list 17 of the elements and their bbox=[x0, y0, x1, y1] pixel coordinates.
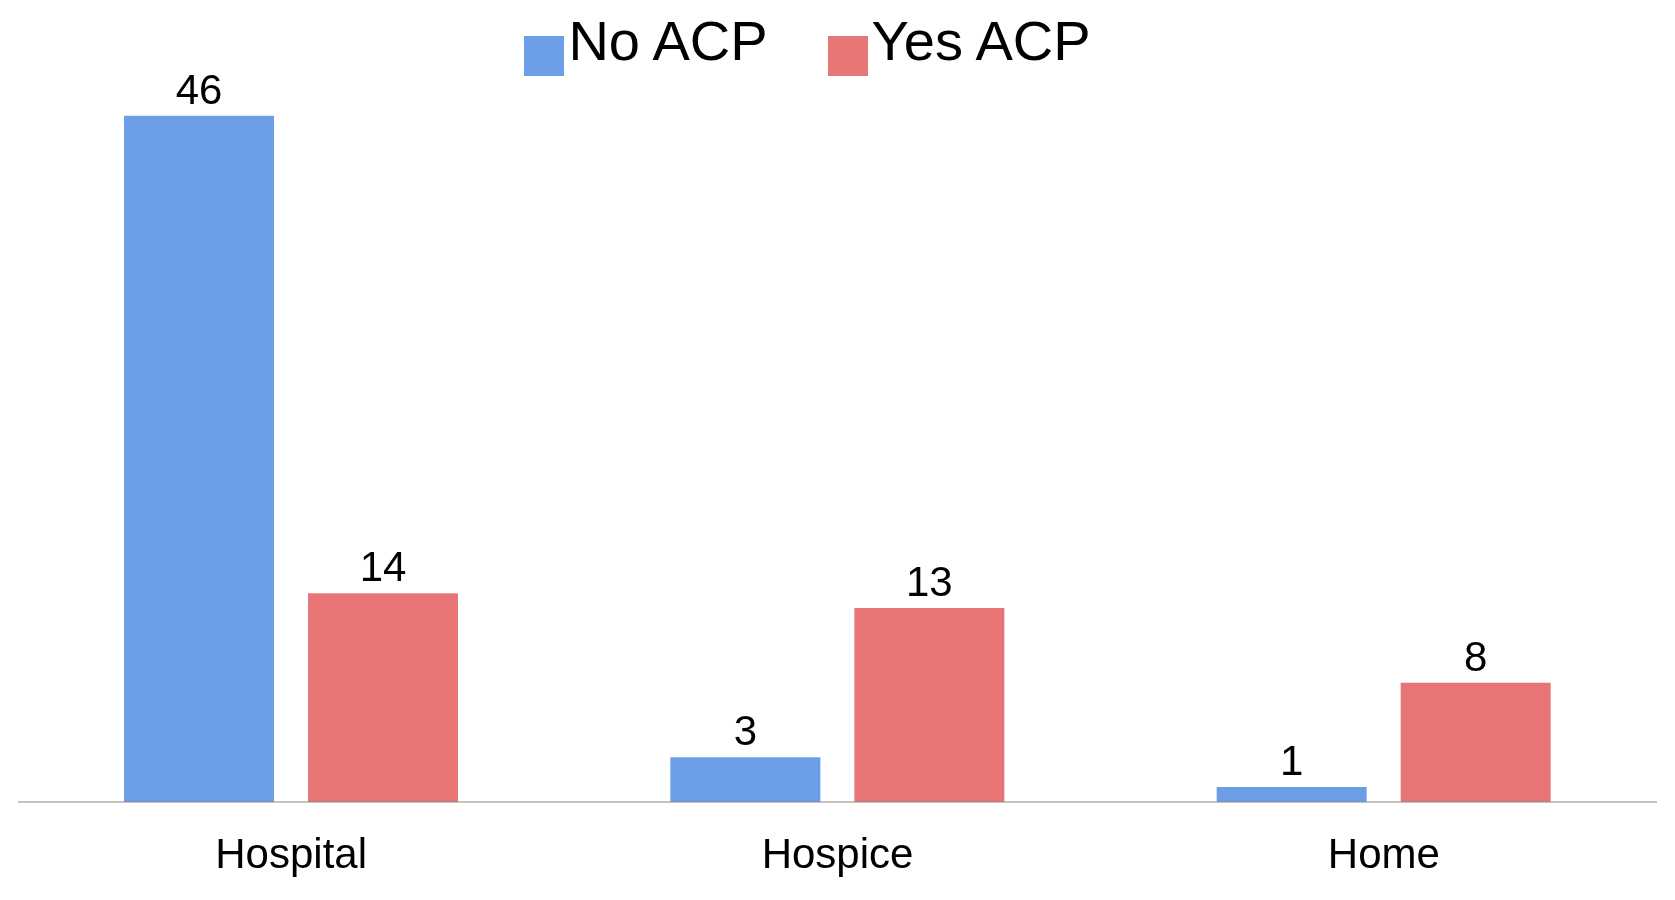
data-label: 46 bbox=[175, 65, 223, 113]
bar bbox=[1216, 787, 1367, 802]
data-label: 3 bbox=[733, 707, 758, 755]
data-label: 13 bbox=[905, 558, 953, 606]
x-tick-label: Home bbox=[1327, 829, 1440, 877]
data-label: 8 bbox=[1463, 632, 1488, 680]
data-label: 1 bbox=[1279, 737, 1304, 785]
bar bbox=[124, 115, 274, 802]
bar bbox=[670, 757, 821, 802]
bar bbox=[854, 608, 1005, 802]
bar bbox=[308, 593, 458, 802]
x-tick-label: Hospice bbox=[761, 829, 914, 877]
legend-label: No ACP bbox=[568, 9, 768, 72]
legend-label: Yes ACP bbox=[871, 9, 1091, 72]
x-tick-label: Hospital bbox=[215, 829, 368, 877]
bar bbox=[1400, 682, 1551, 802]
data-label: 14 bbox=[359, 543, 407, 591]
